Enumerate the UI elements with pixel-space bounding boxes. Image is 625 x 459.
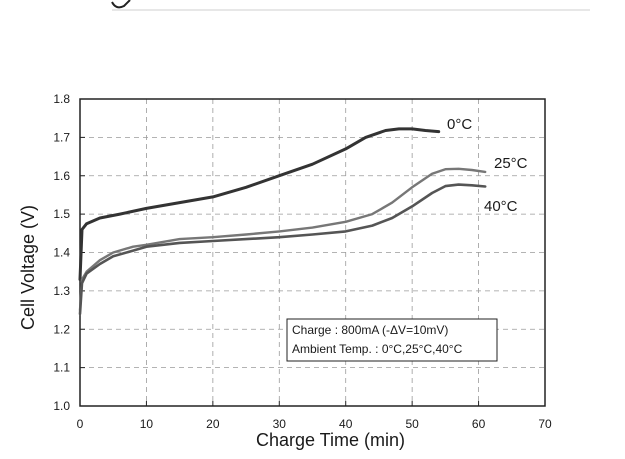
y-tick-label: 1.1 bbox=[53, 361, 70, 375]
series-label-25c: 25°C bbox=[494, 155, 528, 172]
annotation-line-1: Charge : 800mA (-ΔV=10mV) bbox=[292, 323, 448, 337]
y-axis: 1.0 1.1 1.2 1.3 1.4 1.5 1.6 1.7 1.8 bbox=[53, 92, 85, 413]
y-tick-label: 1.6 bbox=[53, 169, 70, 183]
series-line-1 bbox=[78, 167, 487, 312]
x-tick-label: 30 bbox=[273, 417, 287, 431]
series-line-0 bbox=[78, 127, 441, 281]
x-tick-label: 20 bbox=[206, 417, 220, 431]
y-tick-label: 1.0 bbox=[53, 399, 70, 413]
series-label-40c: 40°C bbox=[484, 198, 518, 215]
y-tick-label: 1.4 bbox=[53, 246, 70, 260]
x-tick-label: 40 bbox=[339, 417, 353, 431]
x-tick-label: 60 bbox=[472, 417, 486, 431]
x-tick-label: 10 bbox=[140, 417, 154, 431]
heading-fragment bbox=[111, 0, 131, 9]
y-tick-label: 1.8 bbox=[53, 92, 70, 106]
series-line-2 bbox=[78, 183, 487, 316]
y-tick-label: 1.2 bbox=[53, 322, 70, 336]
y-tick-label: 1.5 bbox=[53, 207, 70, 221]
y-tick-label: 1.3 bbox=[53, 284, 70, 298]
x-tick-label: 0 bbox=[77, 417, 84, 431]
y-tick-label: 1.7 bbox=[53, 130, 70, 144]
annotation-box: Charge : 800mA (-ΔV=10mV) Ambient Temp. … bbox=[286, 318, 498, 362]
annotation-line-2: Ambient Temp. : 0°C,25°C,40°C bbox=[292, 342, 463, 356]
x-axis-title: Charge Time (min) bbox=[256, 430, 405, 450]
series-lines bbox=[78, 127, 487, 316]
series-label-0c: 0°C bbox=[447, 116, 472, 133]
x-tick-label: 70 bbox=[538, 417, 552, 431]
x-axis: 0 10 20 30 40 50 60 70 bbox=[77, 401, 552, 431]
x-tick-label: 50 bbox=[405, 417, 419, 431]
y-axis-title: Cell Voltage (V) bbox=[18, 205, 38, 330]
